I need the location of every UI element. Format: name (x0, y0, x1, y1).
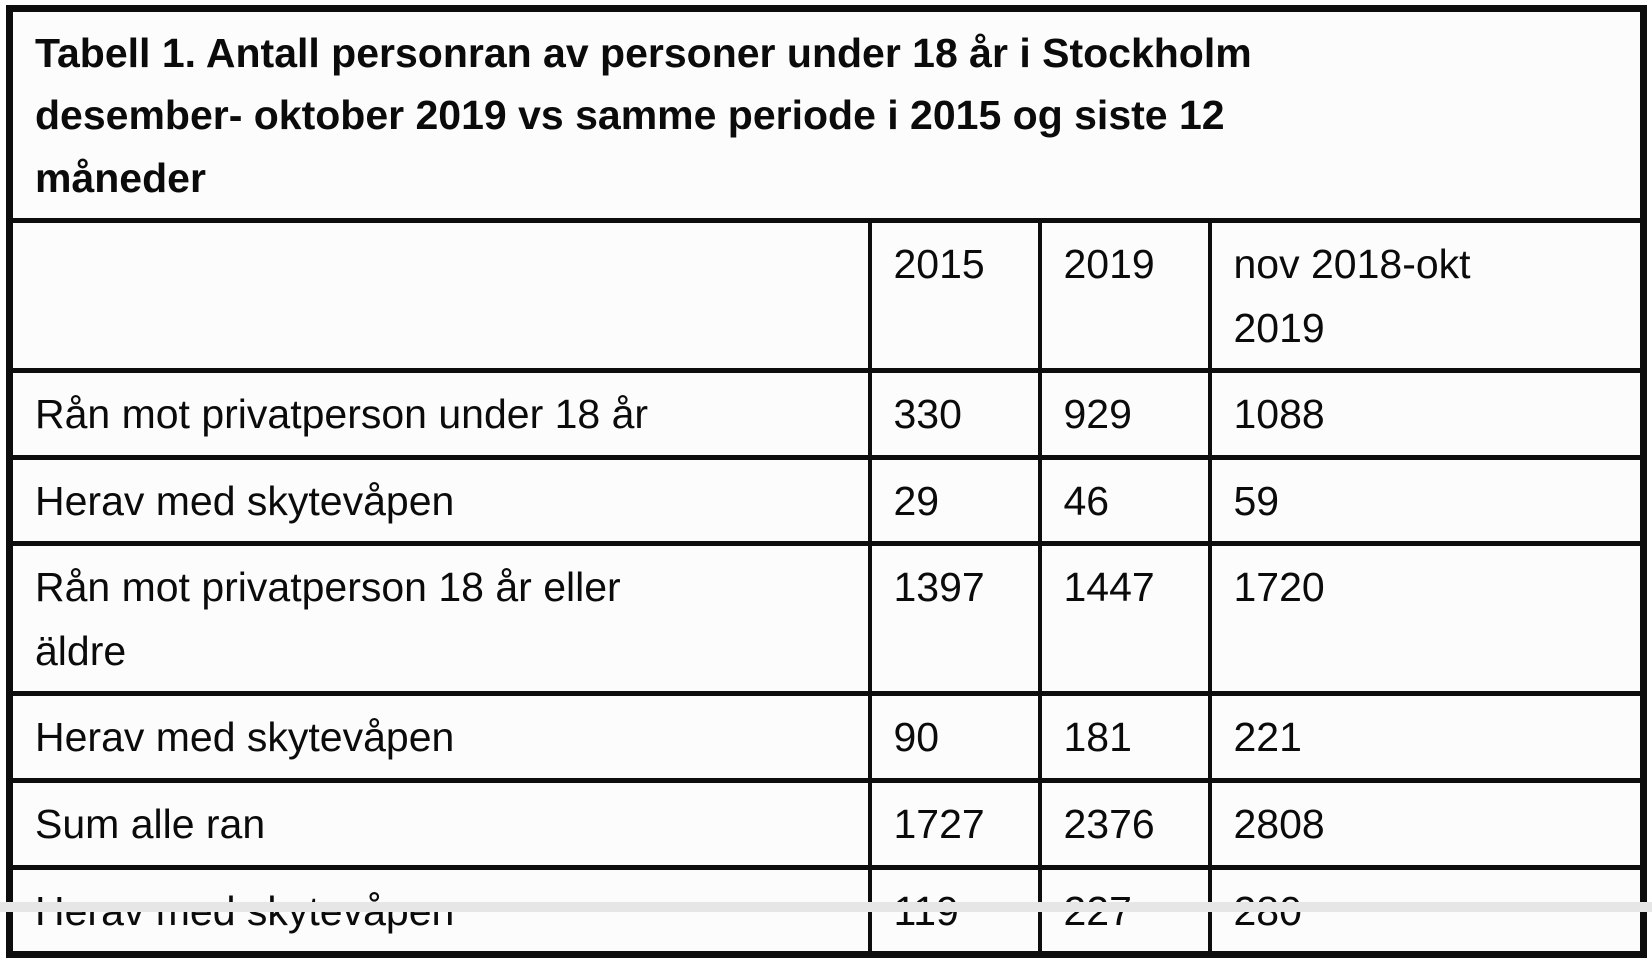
column-header-12months: nov 2018-okt 2019 (1210, 221, 1644, 371)
column-header-empty (10, 221, 870, 371)
value-cell: 59 (1210, 457, 1644, 544)
value-cell: 929 (1040, 371, 1210, 458)
table-title-row: Tabell 1. Antall personran av personer u… (10, 9, 1644, 221)
row-label-text: Rån mot privatperson under 18 år (35, 383, 648, 447)
value-cell: 1447 (1040, 544, 1210, 694)
value-cell: 46 (1040, 457, 1210, 544)
column-header-2019: 2019 (1040, 221, 1210, 371)
table-title: Tabell 1. Antall personran av personer u… (10, 9, 1644, 221)
table-row: Sum alle ran 1727 2376 2808 (10, 781, 1644, 868)
value-cell: 181 (1040, 694, 1210, 781)
row-label-text: Sum alle ran (35, 793, 265, 857)
value-cell: 330 (870, 371, 1040, 458)
value-cell: 2376 (1040, 781, 1210, 868)
value-cell: 29 (870, 457, 1040, 544)
row-label: Herav med skytevåpen (10, 694, 870, 781)
row-label: Sum alle ran (10, 781, 870, 868)
value-cell: 90 (870, 694, 1040, 781)
table-title-text: Tabell 1. Antall personran av personer u… (35, 22, 1375, 209)
value-cell: 221 (1210, 694, 1644, 781)
scan-bottom-edge (0, 902, 1652, 912)
value-cell: 1088 (1210, 371, 1644, 458)
value-cell: 2808 (1210, 781, 1644, 868)
column-header-12months-text: nov 2018-okt 2019 (1234, 233, 1534, 360)
row-label: Rån mot privatperson 18 år eller äldre (10, 544, 870, 694)
document-table-container: Tabell 1. Antall personran av personer u… (6, 5, 1647, 958)
row-label: Herav med skytevåpen (10, 457, 870, 544)
row-label: Rån mot privatperson under 18 år (10, 371, 870, 458)
value-cell: 1397 (870, 544, 1040, 694)
table-header-row: 2015 2019 nov 2018-okt 2019 (10, 221, 1644, 371)
table-row: Herav med skytevåpen 90 181 221 (10, 694, 1644, 781)
row-label-text: Herav med skytevåpen (35, 706, 454, 770)
row-label-text: Herav med skytevåpen (35, 470, 454, 534)
statistics-table: Tabell 1. Antall personran av personer u… (6, 5, 1647, 958)
row-label-text: Rån mot privatperson 18 år eller äldre (35, 556, 715, 683)
value-cell: 1727 (870, 781, 1040, 868)
table-row: Rån mot privatperson under 18 år 330 929… (10, 371, 1644, 458)
table-row: Herav med skytevåpen 29 46 59 (10, 457, 1644, 544)
column-header-2015: 2015 (870, 221, 1040, 371)
table-row: Rån mot privatperson 18 år eller äldre 1… (10, 544, 1644, 694)
value-cell: 1720 (1210, 544, 1644, 694)
